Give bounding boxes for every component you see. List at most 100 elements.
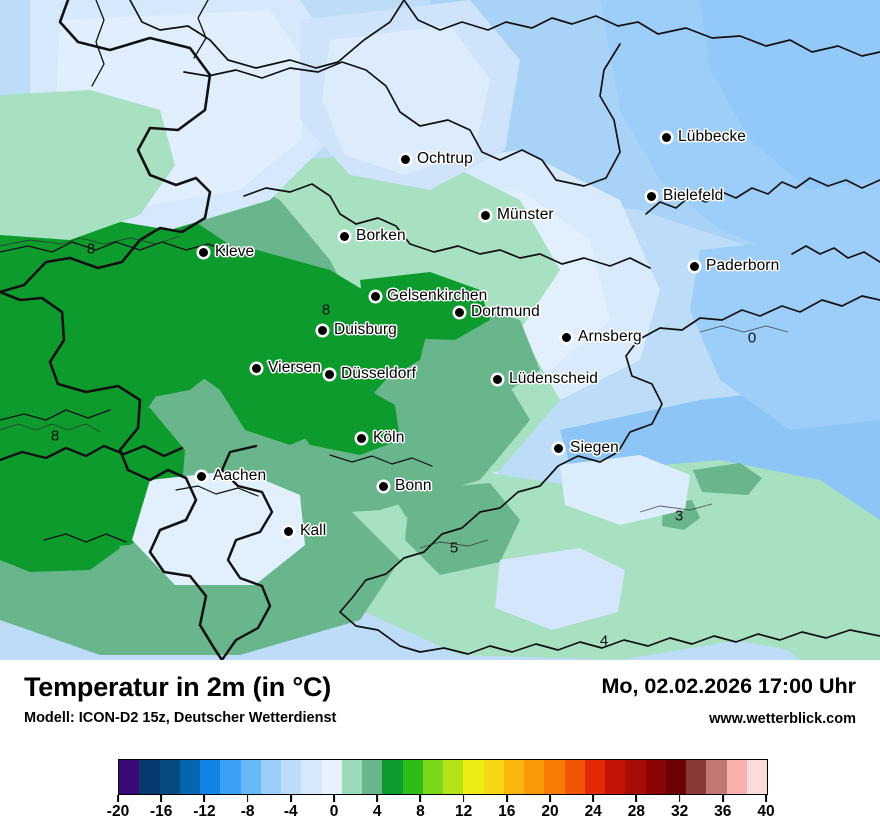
color-scale-tick bbox=[678, 795, 681, 802]
color-scale-swatch bbox=[260, 760, 281, 794]
color-scale-swatch bbox=[362, 760, 383, 794]
color-scale-swatch bbox=[139, 760, 160, 794]
color-scale-bar[interactable] bbox=[118, 759, 768, 795]
city-marker[interactable]: Gelsenkirchen bbox=[371, 287, 487, 305]
city-marker[interactable]: Düsseldorf bbox=[325, 365, 416, 383]
color-scale-swatch bbox=[422, 760, 443, 794]
city-marker[interactable]: Aachen bbox=[197, 467, 266, 485]
city-label: Bonn bbox=[395, 477, 432, 494]
color-scale-swatch bbox=[544, 760, 565, 794]
color-scale-tick-label: 36 bbox=[714, 803, 732, 820]
legend-footer: Temperatur in 2m (in °C) Modell: ICON-D2… bbox=[0, 660, 880, 830]
city-label: Lüdenscheid bbox=[509, 370, 599, 387]
city-label: Münster bbox=[497, 206, 554, 223]
city-marker[interactable]: Lübbecke bbox=[662, 128, 746, 146]
color-scale-tick bbox=[419, 795, 422, 802]
temperature-field bbox=[0, 0, 880, 660]
city-marker[interactable]: Borken bbox=[340, 227, 406, 245]
city-marker[interactable]: Lüdenscheid bbox=[493, 370, 598, 388]
color-scale-tick-label: 16 bbox=[498, 803, 516, 820]
color-scale-swatch bbox=[665, 760, 686, 794]
color-scale-swatch bbox=[625, 760, 646, 794]
color-scale-tick-label: 12 bbox=[454, 803, 473, 820]
color-scale-swatch bbox=[605, 760, 626, 794]
color-scale-swatch bbox=[706, 760, 727, 794]
color-scale-swatch bbox=[281, 760, 302, 794]
color-scale-tick bbox=[117, 795, 119, 802]
color-scale: -20 -16 -12 -8 -4 0 4 8 12 16 20 24 28 32 36 40 bbox=[107, 759, 775, 825]
color-scale-swatch bbox=[483, 760, 504, 794]
city-dot-icon bbox=[493, 374, 502, 384]
city-dot-icon bbox=[647, 191, 656, 201]
isotherm-value-label: 3 bbox=[674, 507, 684, 525]
city-dot-icon bbox=[690, 261, 699, 271]
color-scale-tick-label: 40 bbox=[757, 803, 775, 820]
city-dot-icon bbox=[401, 154, 410, 164]
administrative-borders bbox=[0, 0, 880, 660]
city-marker[interactable]: Viersen bbox=[252, 359, 321, 377]
city-dot-icon bbox=[199, 247, 208, 257]
city-marker[interactable]: Kall bbox=[284, 522, 326, 540]
color-scale-tick-label: 4 bbox=[372, 803, 382, 820]
color-scale-tick-label: 32 bbox=[670, 803, 689, 820]
color-scale-tick bbox=[549, 795, 551, 802]
city-marker[interactable]: Köln bbox=[357, 429, 404, 447]
city-label: Borken bbox=[356, 227, 406, 244]
city-marker[interactable]: Duisburg bbox=[318, 321, 397, 339]
city-label: Ochtrup bbox=[417, 150, 473, 167]
isotherm-value-label: 8 bbox=[50, 427, 60, 445]
city-marker[interactable]: Bielefeld bbox=[647, 187, 723, 205]
color-scale-swatch bbox=[402, 760, 423, 794]
color-scale-swatch bbox=[645, 760, 666, 794]
color-scale-swatch bbox=[119, 760, 140, 794]
isotherm-contours bbox=[0, 235, 789, 549]
city-label: Siegen bbox=[570, 439, 619, 456]
city-label: Paderborn bbox=[706, 257, 780, 274]
city-marker[interactable]: Ochtrup bbox=[401, 150, 473, 168]
color-scale-swatch bbox=[200, 760, 221, 794]
color-scale-tick bbox=[721, 795, 724, 802]
city-dot-icon bbox=[252, 363, 261, 373]
color-scale-swatch bbox=[240, 760, 261, 794]
city-marker[interactable]: Siegen bbox=[554, 439, 619, 457]
city-dot-icon bbox=[197, 471, 206, 481]
color-scale-swatch bbox=[321, 760, 342, 794]
city-dot-icon bbox=[340, 231, 349, 241]
color-scale-tick-label: 28 bbox=[627, 803, 646, 820]
color-scale-swatch bbox=[726, 760, 747, 794]
map-canvas bbox=[0, 0, 880, 660]
city-label: Kall bbox=[300, 522, 327, 539]
color-scale-tick bbox=[505, 795, 508, 802]
isotherm-value-label: 4 bbox=[599, 632, 609, 650]
temperature-map[interactable]: Lübbecke Ochtrup Bielefeld Münster Borken Kle… bbox=[0, 0, 880, 660]
city-marker[interactable]: Arnsberg bbox=[562, 328, 642, 346]
isotherm-value-label: 0 bbox=[747, 329, 757, 347]
color-scale-tick-label: -20 bbox=[106, 803, 130, 820]
forecast-datetime: Mo, 02.02.2026 17:00 Uhr bbox=[601, 674, 856, 698]
color-scale-labels: -20 -16 -12 -8 -4 0 4 8 12 16 20 24 28 32 36 40 bbox=[107, 803, 775, 825]
color-scale-tick-label: 20 bbox=[541, 803, 559, 820]
city-dot-icon bbox=[371, 291, 380, 301]
city-marker[interactable]: Dortmund bbox=[455, 303, 540, 321]
city-label: Arnsberg bbox=[578, 328, 642, 345]
city-label: Kleve bbox=[215, 243, 255, 260]
color-scale-swatch bbox=[443, 760, 464, 794]
city-dot-icon bbox=[554, 443, 563, 453]
color-scale-swatch bbox=[341, 760, 362, 794]
color-scale-tick bbox=[289, 795, 292, 802]
city-dot-icon bbox=[318, 325, 327, 335]
isotherm-value-label: 8 bbox=[321, 301, 331, 319]
city-label: Gelsenkirchen bbox=[387, 287, 488, 304]
color-scale-swatch bbox=[179, 760, 200, 794]
color-scale-tick-label: -16 bbox=[149, 803, 173, 820]
city-label: Bielefeld bbox=[663, 187, 724, 204]
city-marker[interactable]: Kleve bbox=[199, 243, 254, 261]
color-scale-swatch bbox=[564, 760, 585, 794]
city-marker[interactable]: Bonn bbox=[379, 477, 432, 495]
color-scale-swatch bbox=[220, 760, 241, 794]
color-scale-swatch bbox=[301, 760, 322, 794]
city-marker[interactable]: Paderborn bbox=[690, 257, 779, 275]
isotherm-value-label: 8 bbox=[86, 240, 96, 258]
city-marker[interactable]: Münster bbox=[481, 206, 554, 224]
color-scale-tick-label: -12 bbox=[193, 803, 216, 820]
